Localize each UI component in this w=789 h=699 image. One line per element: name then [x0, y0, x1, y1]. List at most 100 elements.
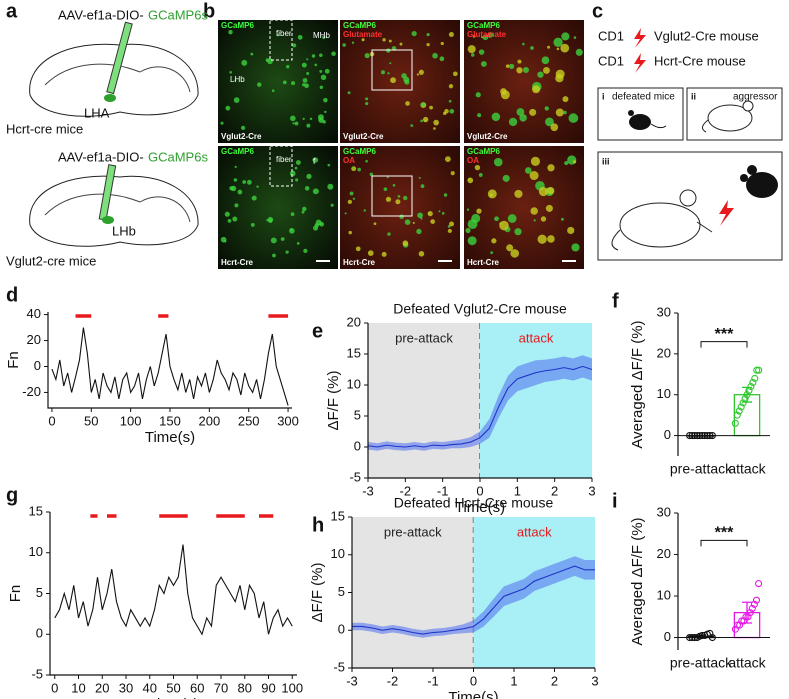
- data-point: [737, 403, 745, 411]
- cell: [291, 81, 296, 86]
- cell: [573, 160, 577, 164]
- brain-outline: [29, 175, 199, 247]
- cell: [237, 189, 243, 195]
- panel-label: h: [312, 514, 324, 536]
- cell: [302, 117, 305, 121]
- cell: [241, 59, 248, 66]
- cell: [311, 54, 316, 58]
- cell: [234, 79, 237, 82]
- data-point: [750, 600, 758, 608]
- box-text: aggressor: [733, 92, 778, 103]
- cell: [225, 105, 231, 111]
- x-axis-title: Time(s): [448, 689, 498, 699]
- cell: [228, 29, 233, 35]
- cell: [537, 234, 547, 244]
- cell: [438, 210, 441, 213]
- cell: [411, 30, 417, 37]
- cell: [380, 70, 385, 75]
- cell: [361, 38, 365, 42]
- cell: [448, 99, 452, 103]
- cell: [381, 251, 387, 257]
- cell: [296, 242, 300, 245]
- cell: [560, 43, 570, 53]
- region: [352, 517, 474, 668]
- mouse-label: Vglut2-cre mice: [6, 253, 96, 268]
- cell: [347, 199, 352, 204]
- region-label: pre-attack: [395, 330, 453, 345]
- panel-label: a: [6, 0, 18, 22]
- cell: [405, 101, 410, 106]
- cell: [500, 90, 510, 100]
- cell: [562, 96, 569, 103]
- cell: [323, 97, 328, 103]
- y-tick-label: 10: [331, 546, 345, 561]
- virus-text: AAV-ef1a-DIO-: [58, 149, 144, 164]
- cell: [480, 61, 487, 67]
- data-point: [749, 378, 757, 387]
- cell: [327, 183, 334, 190]
- cell: [367, 250, 374, 256]
- image-annotation: f: [313, 157, 316, 166]
- axes: [367, 323, 592, 479]
- x-tick-label: 250: [238, 413, 260, 428]
- cell: [387, 232, 391, 236]
- cell: [342, 43, 346, 47]
- cell: [306, 123, 311, 128]
- cell: [220, 236, 227, 243]
- cell: [477, 113, 482, 118]
- axes: [351, 517, 595, 669]
- cell: [306, 72, 310, 76]
- image-label: GCaMP6: [467, 147, 500, 156]
- cell: [487, 32, 494, 38]
- image-label: GCaMP6: [221, 147, 254, 156]
- x-tick-label: 2: [551, 483, 558, 498]
- x-tick-label: -2: [387, 673, 399, 688]
- axes: [47, 312, 292, 409]
- image-label: GCaMP6: [343, 147, 376, 156]
- cell: [357, 167, 361, 172]
- cell: [257, 82, 262, 87]
- cell: [476, 208, 482, 214]
- cell: [467, 45, 476, 54]
- cell: [505, 64, 510, 68]
- region-label: LHA: [84, 105, 110, 120]
- cell: [487, 189, 497, 199]
- cell: [426, 32, 430, 37]
- x-axis-title: Time(s): [148, 696, 198, 699]
- image-label: GCaMP6: [467, 21, 500, 30]
- cell: [327, 163, 331, 167]
- cell: [280, 237, 285, 241]
- micrograph: [218, 146, 338, 269]
- x-axis-title: Time(s): [145, 429, 195, 446]
- cell: [330, 203, 334, 207]
- attack-icon: [719, 200, 734, 226]
- cell: [567, 226, 575, 235]
- cell: [502, 174, 510, 182]
- x-tick-label: -2: [400, 483, 412, 498]
- cell: [440, 41, 444, 46]
- injection-site: [102, 216, 114, 224]
- cell: [475, 92, 481, 98]
- cell: [301, 62, 307, 68]
- cell: [467, 236, 477, 246]
- y-tick-label: 20: [347, 314, 361, 329]
- cell: [365, 101, 369, 106]
- image-label: OA: [343, 156, 355, 165]
- cell: [433, 119, 439, 126]
- y-tick-label: 10: [657, 386, 671, 401]
- image-label: Glutamate: [343, 30, 383, 39]
- cell: [369, 172, 374, 177]
- cell: [442, 111, 447, 116]
- x-tick-label: 70: [214, 680, 228, 695]
- y-tick-label: -5: [31, 666, 43, 681]
- cell: [490, 251, 494, 255]
- cell: [246, 179, 252, 185]
- error-band: [352, 556, 595, 638]
- cell: [304, 83, 309, 89]
- data-point: [742, 613, 750, 621]
- cell: [387, 72, 390, 75]
- x-tick-label: -3: [346, 673, 358, 688]
- cell: [555, 74, 564, 83]
- y-tick-label: 10: [347, 376, 361, 391]
- cell: [470, 53, 475, 57]
